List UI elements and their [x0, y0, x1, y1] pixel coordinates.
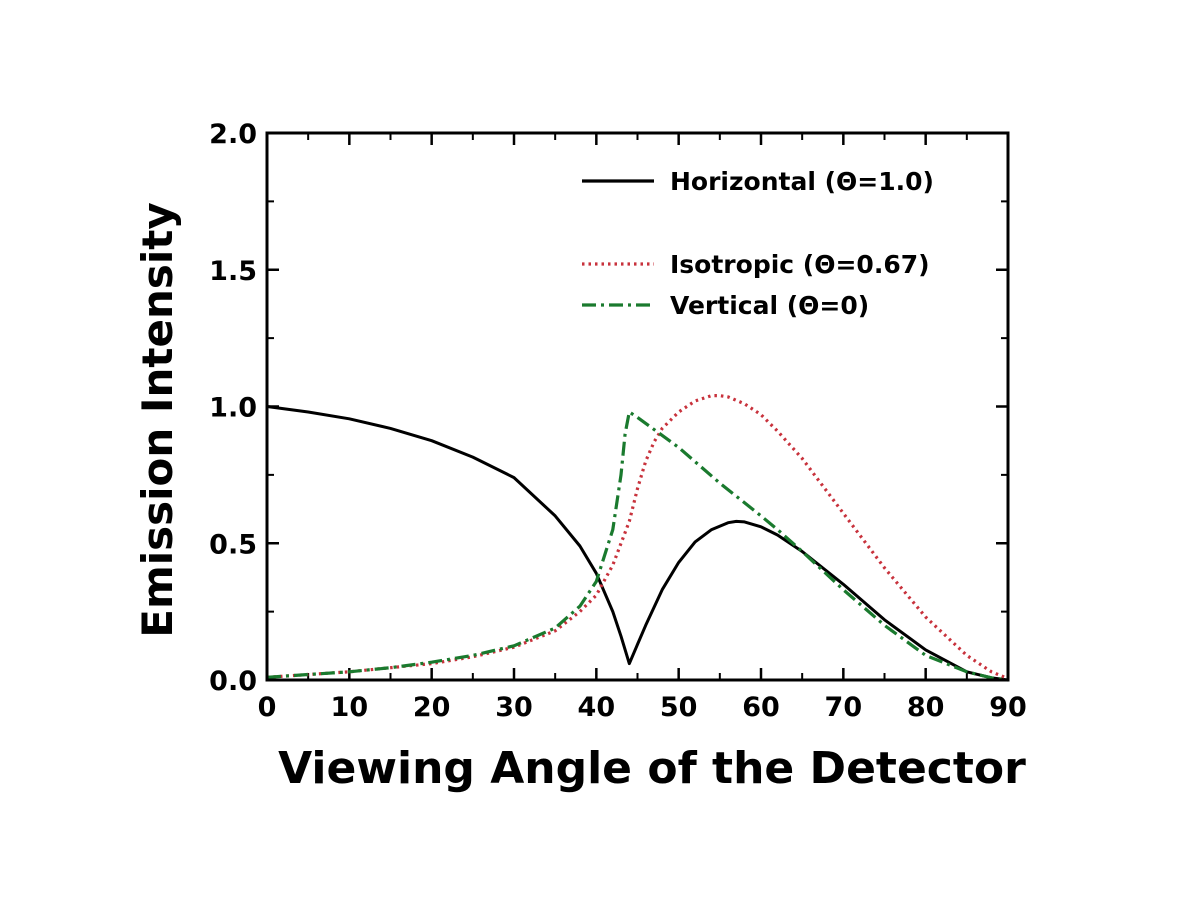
x-tick-label: 70: [825, 692, 863, 723]
ticks-layer: [265, 131, 1010, 682]
x-tick-label: 0: [258, 692, 277, 723]
x-tick-label: 80: [907, 692, 945, 723]
x-tick-label: 20: [413, 692, 451, 723]
x-tick-label: 40: [578, 692, 616, 723]
y-tick-labels: 0.0 0.5 1.0 1.5 2.0: [209, 119, 257, 697]
y-tick-label: 0.0: [209, 666, 257, 697]
series-line-2: [266, 394, 1009, 681]
series-line-1: [266, 405, 1009, 682]
x-axis-title: Viewing Angle of the Detector: [278, 743, 1026, 794]
legend-label-1: Horizontal (Θ=1.0): [670, 167, 934, 196]
y-tick-label: 0.5: [209, 529, 257, 560]
y-axis-title: Emission Intensity: [133, 202, 182, 637]
x-tick-label: 10: [331, 692, 369, 723]
y-tick-label: 1.0: [209, 393, 257, 424]
legend: Horizontal (Θ=1.0) Isotropic (Θ=0.67) Vert…: [582, 167, 934, 320]
x-tick-label: 60: [742, 692, 780, 723]
y-tick-label: 2.0: [209, 119, 257, 150]
plot-frame: [265, 131, 1010, 682]
x-tick-label: 90: [989, 692, 1027, 723]
series-line-3: [266, 410, 1009, 682]
y-tick-label: 1.5: [209, 256, 257, 287]
x-tick-labels: 0 10 20 30 40 50 60 70 80 90: [258, 692, 1027, 723]
legend-label-2: Isotropic (Θ=0.67): [670, 250, 930, 279]
legend-label-3: Vertical (Θ=0): [670, 291, 869, 320]
x-tick-label: 50: [660, 692, 698, 723]
x-tick-label: 30: [495, 692, 533, 723]
series-layer: [266, 394, 1009, 682]
